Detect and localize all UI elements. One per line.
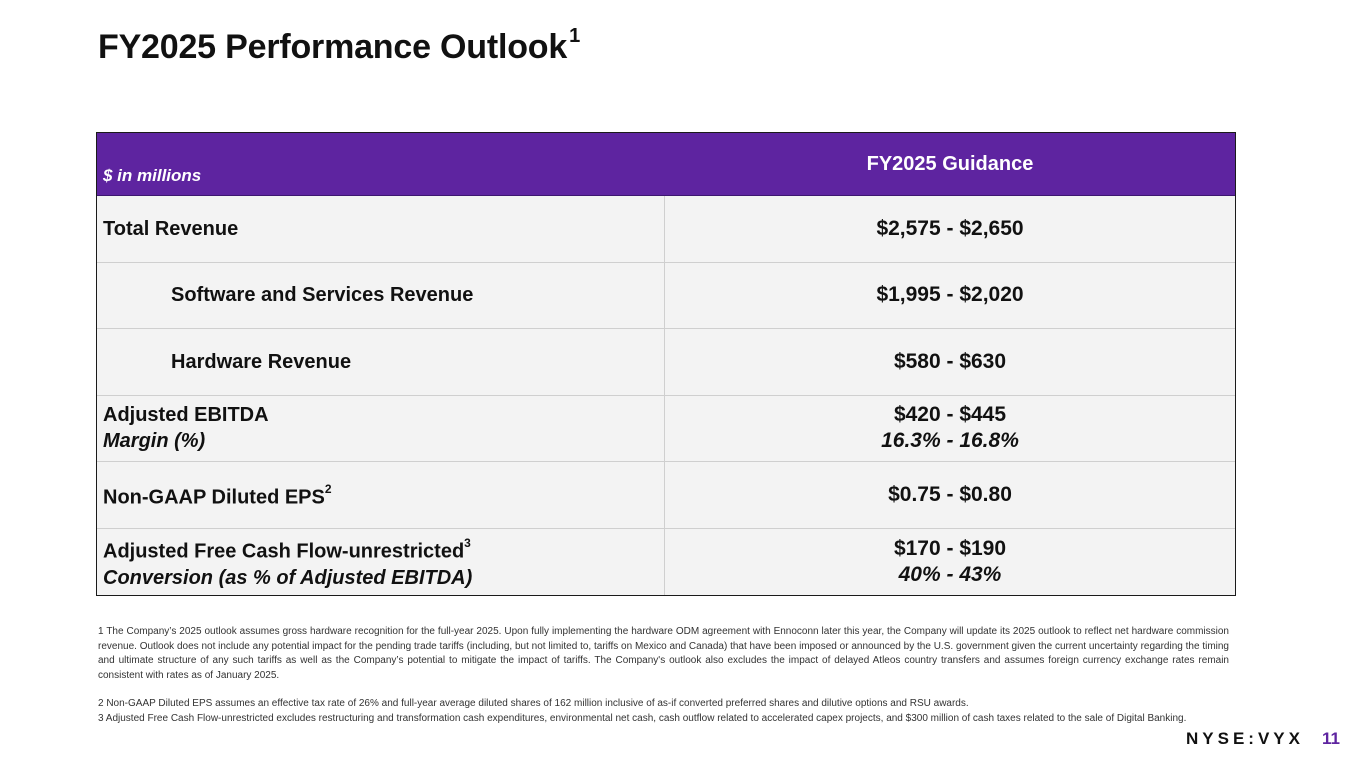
row-subvalue: 16.3% - 16.8% [881,429,1019,453]
guidance-table: $ in millions FY2025 Guidance Total Reve… [96,132,1236,596]
footnotes: 1 The Company’s 2025 outlook assumes gro… [98,625,1229,726]
row-value: $580 - $630 [893,349,1007,373]
footnote-3: 3 Adjusted Free Cash Flow-unrestricted e… [98,712,1187,724]
page-title: FY2025 Performance Outlook 1 [98,24,581,67]
ticker-logo: NYSE:VYX [1186,729,1304,748]
row-subvalue: 40% - 43% [898,562,1002,586]
row-label-cell: Non-GAAP Diluted EPS2 [97,462,665,528]
table-row-hardware-revenue: Hardware Revenue $580 - $630 [97,329,1235,396]
title-footnote-marker: 1 [569,24,581,47]
row-label-cell: Adjusted Free Cash Flow-unrestricted3 Co… [97,528,665,595]
row-label: Adjusted Free Cash Flow-unrestricted [103,540,465,563]
row-label: Non-GAAP Diluted EPS [103,486,325,509]
units-label: $ in millions [103,166,202,185]
row-value: $1,995 - $2,020 [876,283,1024,307]
row-value: $2,575 - $2,650 [876,216,1024,240]
row-value: $170 - $190 [893,536,1007,560]
table-row-non-gaap-eps: Non-GAAP Diluted EPS2 $0.75 - $0.80 [97,462,1235,529]
guidance-column-header: FY2025 Guidance [866,153,1034,175]
table-header-row: $ in millions FY2025 Guidance [97,133,1235,196]
row-label-cell: Adjusted EBITDA Margin (%) [97,395,665,461]
footnote-marker: 2 [324,481,332,496]
row-label: Adjusted EBITDA [103,404,269,427]
table-row-software-services-revenue: Software and Services Revenue $1,995 - $… [97,262,1235,329]
table-row-total-revenue: Total Revenue $2,575 - $2,650 [97,196,1235,263]
row-value-cell: $420 - $445 16.3% - 16.8% [665,396,1235,462]
table-row-adjusted-ebitda: Adjusted EBITDA Margin (%) $420 - $445 1… [97,395,1235,462]
page-title-text: FY2025 Performance Outlook [98,28,568,66]
row-value: $0.75 - $0.80 [888,482,1012,506]
row-label: Software and Services Revenue [97,262,665,328]
footnote-1: 1 The Company’s 2025 outlook assumes gro… [98,626,1229,681]
table-row-adjusted-fcf: Adjusted Free Cash Flow-unrestricted3 Co… [97,528,1235,596]
row-label-line: Adjusted Free Cash Flow-unrestricted3 [103,533,664,565]
row-label: Hardware Revenue [97,329,665,395]
row-sublabel: Conversion (as % of Adjusted EBITDA) [103,566,473,589]
page-number: 11 [1322,729,1340,748]
row-label-line: Non-GAAP Diluted EPS2 [103,479,664,511]
footnote-spacer [98,683,1229,697]
row-value: $420 - $445 [893,403,1007,427]
row-value-cell: $170 - $190 40% - 43% [665,529,1235,596]
row-label: Total Revenue [97,196,665,262]
footnote-marker: 3 [464,535,471,550]
row-sublabel: Margin (%) [103,430,206,453]
footnote-2: 2 Non-GAAP Diluted EPS assumes an effect… [98,698,969,709]
